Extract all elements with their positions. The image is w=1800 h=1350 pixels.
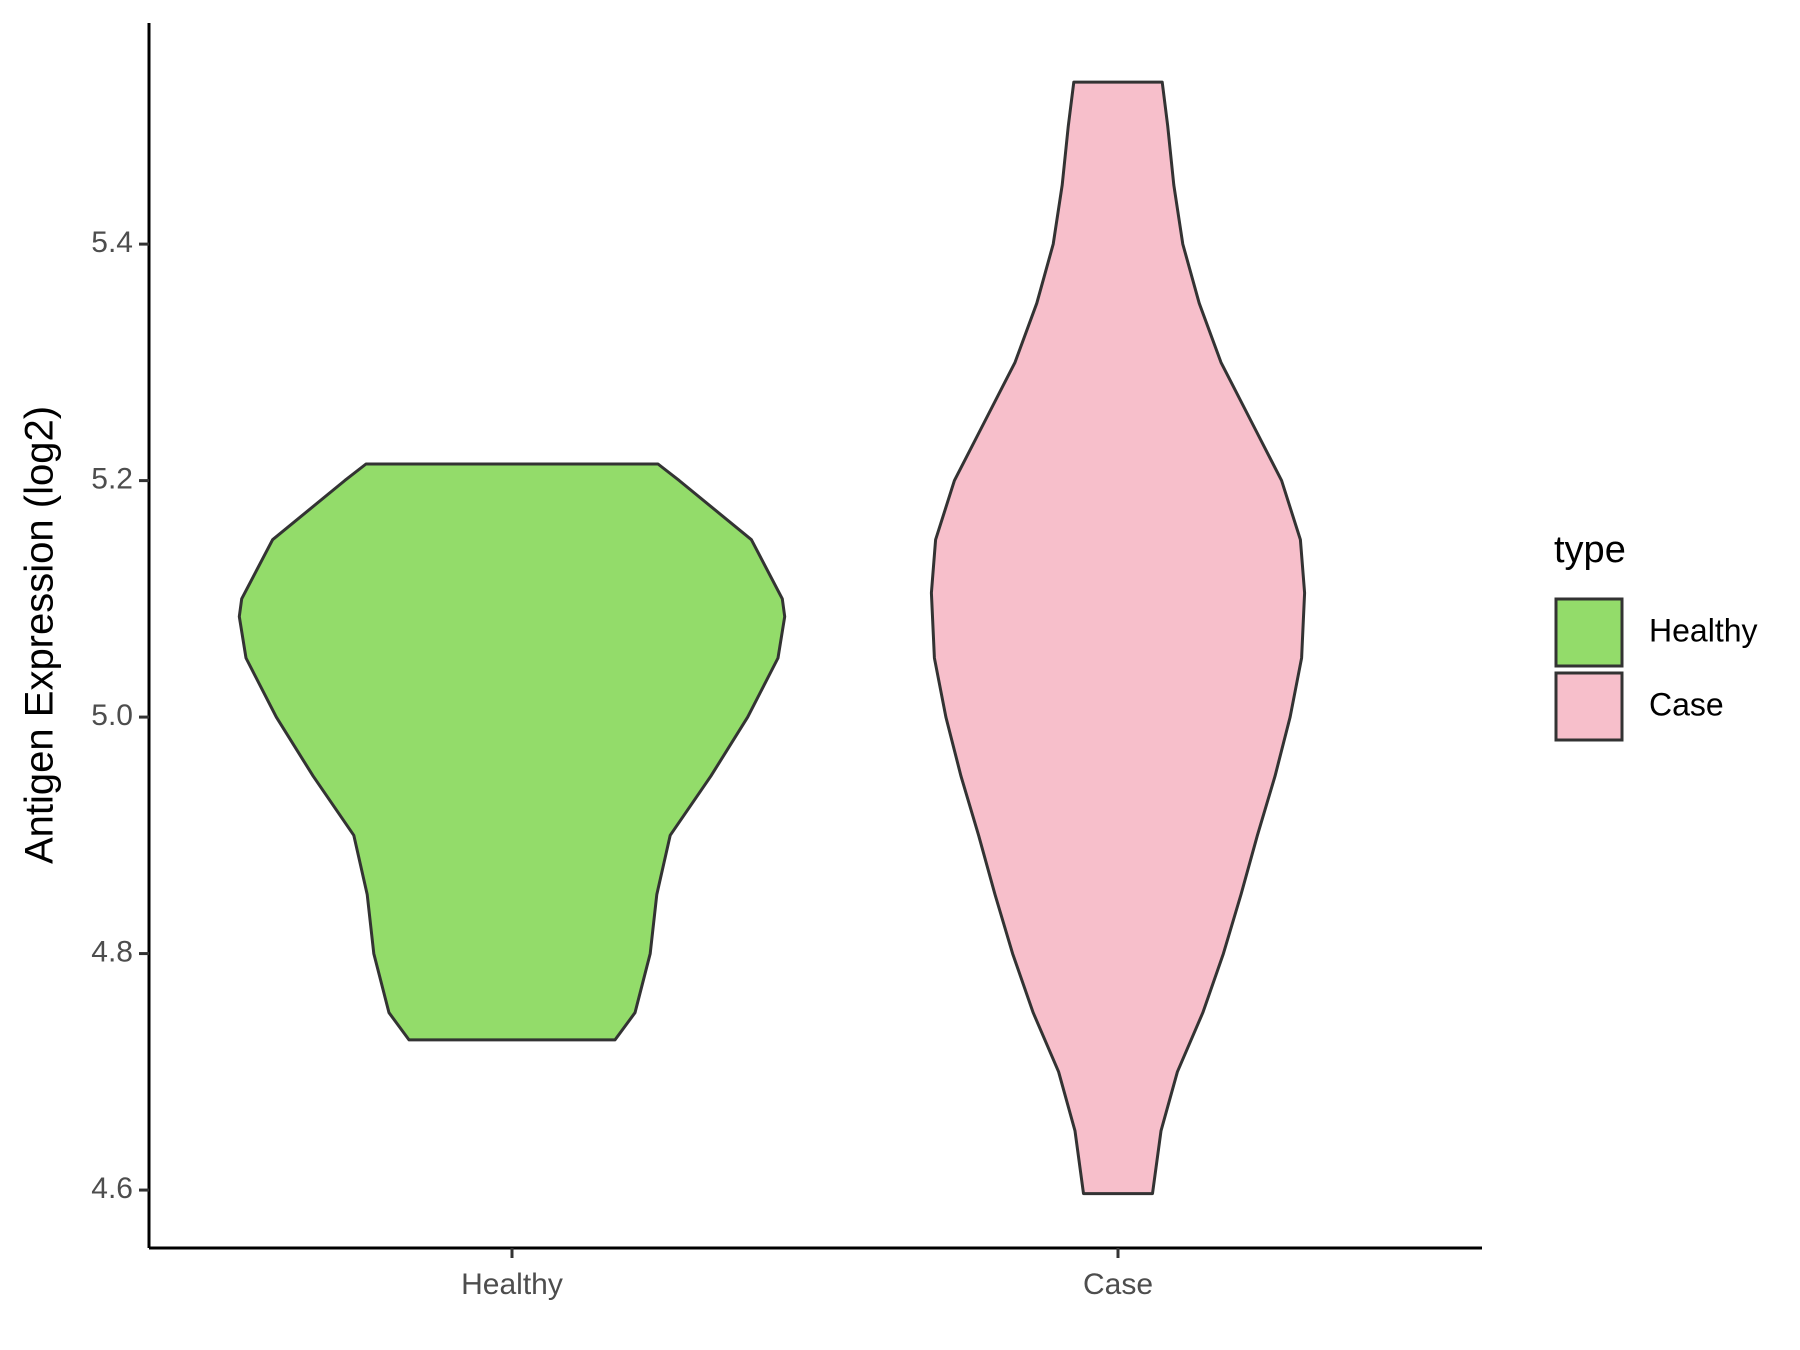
y-tick-label: 5.4 — [91, 226, 133, 259]
y-tick-label: 4.8 — [91, 935, 133, 968]
x-tick-label: Healthy — [461, 1268, 563, 1301]
violin — [237, 462, 787, 1042]
y-tick-label: 5.0 — [91, 699, 133, 732]
y-tick-label: 4.6 — [91, 1172, 133, 1205]
x-tick-label: Case — [1083, 1268, 1153, 1301]
y-axis-label: Antigen Expression (log2) — [18, 406, 62, 864]
legend-key — [1554, 671, 1624, 742]
y-tick-label: 5.2 — [91, 463, 133, 496]
violin — [929, 80, 1307, 1196]
legend-label: Case — [1649, 686, 1724, 722]
legend-label: Healthy — [1649, 612, 1758, 648]
legend-title: type — [1554, 529, 1626, 571]
legend-key — [1554, 597, 1624, 668]
